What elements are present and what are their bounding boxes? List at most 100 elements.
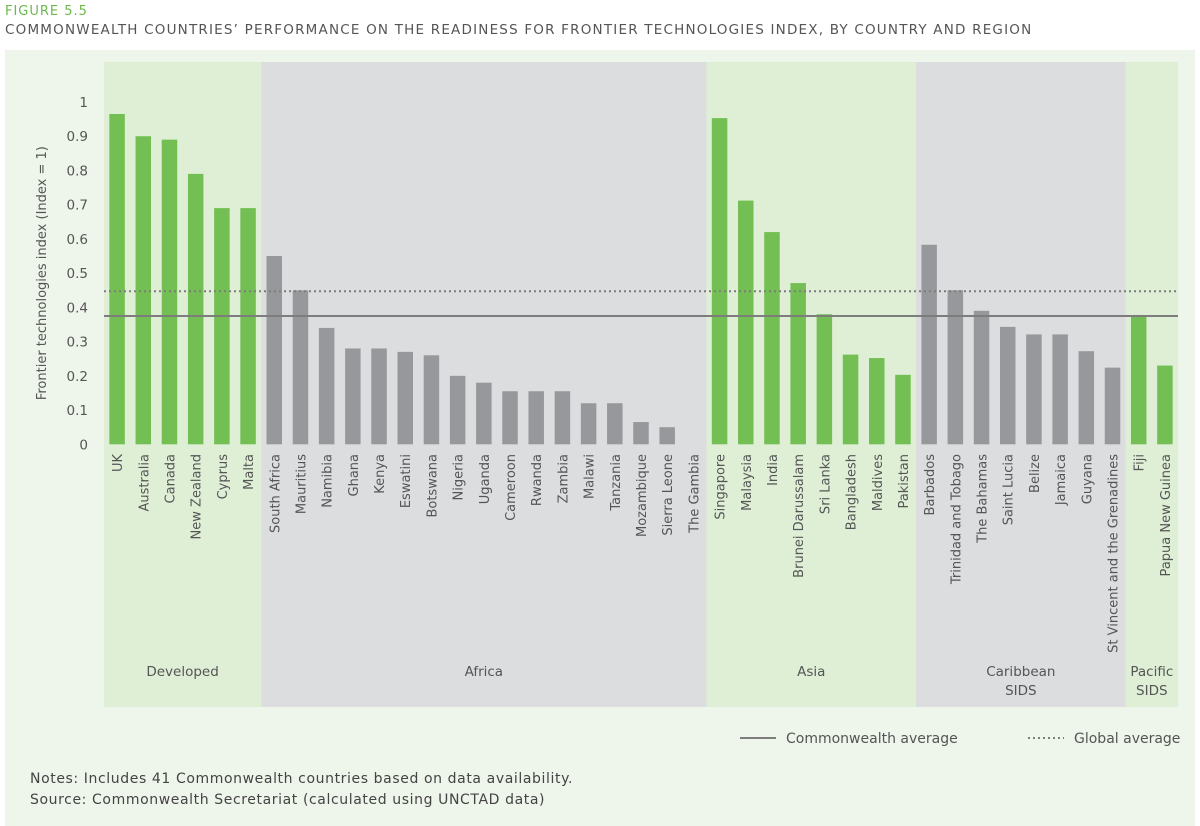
notes-text: Notes: Includes 41 Commonwealth countrie…: [30, 771, 574, 787]
bar: [1130, 315, 1147, 445]
x-tick-label: Kenya: [373, 454, 388, 494]
x-tick-label: Maldives: [871, 454, 886, 511]
x-tick-label: Papua New Guinea: [1159, 454, 1174, 576]
bar: [973, 310, 990, 445]
region-band: [104, 62, 262, 707]
x-tick-label: Cameroon: [504, 454, 519, 521]
x-tick-label: Canada: [163, 454, 178, 503]
x-tick-label: Malaysia: [740, 454, 755, 511]
x-tick-label: Malta: [242, 454, 257, 490]
region-band: [916, 62, 1126, 707]
x-tick-label: Saint Lucia: [1002, 454, 1017, 525]
region-label: SIDS: [1005, 683, 1037, 699]
x-tick-label: Sierra Leone: [661, 454, 676, 536]
bar: [423, 355, 440, 445]
x-tick-label: Pakistan: [897, 454, 912, 508]
bar: [633, 422, 649, 445]
x-tick-label: Malawi: [583, 454, 598, 499]
bar: [999, 326, 1016, 445]
region-label: SIDS: [1136, 683, 1168, 699]
bar: [109, 113, 125, 445]
bar: [1026, 334, 1042, 445]
bar: [659, 427, 675, 445]
bar: [1052, 334, 1068, 445]
bar: [345, 348, 361, 445]
x-tick-label: Fiji: [1133, 454, 1148, 471]
bar: [318, 327, 335, 445]
x-tick-label: UK: [111, 454, 126, 473]
region-label: Caribbean: [986, 664, 1055, 680]
bar: [476, 382, 492, 445]
bar: [1078, 351, 1095, 445]
bar: [214, 208, 230, 445]
x-tick-label: Eswatini: [399, 454, 414, 508]
bar: [711, 118, 728, 445]
x-tick-label: The Bahamas: [976, 454, 991, 544]
bar: [1104, 367, 1121, 445]
x-tick-label: Tanzania: [609, 454, 624, 512]
bar: [816, 314, 833, 445]
bar: [292, 290, 309, 445]
x-tick-label: St Vincent and the Grenadines: [1107, 454, 1122, 653]
legend-label: Global average: [1074, 731, 1180, 747]
x-tick-label: Rwanda: [530, 454, 545, 506]
y-tick-label: 0.1: [67, 403, 88, 419]
y-tick-label: 1: [79, 95, 88, 111]
x-tick-label: Jamaica: [1054, 454, 1069, 506]
region-label: Asia: [797, 664, 825, 680]
source-text: Source: Commonwealth Secretariat (calcul…: [30, 792, 546, 808]
y-tick-label: 0: [79, 437, 88, 453]
x-tick-label: South Africa: [268, 454, 283, 533]
bar: [371, 348, 387, 445]
bar: [397, 351, 413, 445]
bar: [738, 200, 754, 445]
region-band: [706, 62, 917, 707]
chart-title: COMMONWEALTH COUNTRIES’ PERFORMANCE ON T…: [5, 22, 1033, 38]
legend-label: Commonwealth average: [786, 731, 958, 747]
y-tick-label: 0.4: [67, 300, 88, 316]
y-tick-label: 0.6: [67, 232, 88, 248]
y-tick-label: 0.3: [67, 335, 88, 351]
bar: [607, 403, 623, 445]
x-tick-label: New Zealand: [190, 454, 205, 539]
x-tick-label: Cyprus: [216, 454, 231, 500]
x-tick-label: Nigeria: [452, 454, 467, 501]
y-tick-label: 0.7: [67, 198, 88, 214]
bar: [502, 391, 518, 445]
region-label: Pacific: [1130, 664, 1173, 680]
y-tick-label: 0.9: [67, 129, 88, 145]
x-tick-label: Botswana: [425, 454, 440, 518]
bar: [764, 232, 780, 445]
y-axis-label: Frontier technologies index (Index = 1): [35, 146, 50, 400]
bar: [528, 391, 544, 445]
region-label: Developed: [146, 664, 218, 680]
bar: [842, 354, 859, 445]
x-tick-label: Australia: [137, 454, 152, 512]
bar: [947, 290, 964, 445]
x-tick-label: Brunei Darussalam: [792, 454, 807, 578]
bar: [135, 136, 152, 445]
x-tick-label: Namibia: [321, 454, 336, 508]
bar: [869, 358, 885, 445]
x-tick-label: Zambia: [556, 454, 571, 503]
x-tick-label: The Gambia: [687, 454, 702, 534]
bar: [790, 283, 806, 445]
region-label: Africa: [465, 664, 504, 680]
x-tick-label: Sri Lanka: [818, 454, 833, 514]
x-tick-label: Mauritius: [294, 454, 309, 514]
y-tick-label: 0.8: [67, 163, 88, 179]
x-tick-label: Trinidad and Tobago: [949, 454, 964, 585]
bar: [240, 208, 256, 445]
bar: [895, 374, 911, 445]
x-tick-label: Guyana: [1080, 454, 1095, 504]
x-tick-label: Belize: [1028, 454, 1043, 493]
bar: [580, 403, 597, 445]
x-tick-label: Mozambique: [635, 454, 650, 537]
x-tick-label: India: [766, 454, 781, 486]
figure-label: FIGURE 5.5: [5, 4, 88, 19]
bar: [554, 391, 571, 445]
x-tick-label: Bangladesh: [845, 454, 860, 530]
bar: [449, 375, 466, 445]
y-tick-label: 0.2: [67, 369, 88, 385]
